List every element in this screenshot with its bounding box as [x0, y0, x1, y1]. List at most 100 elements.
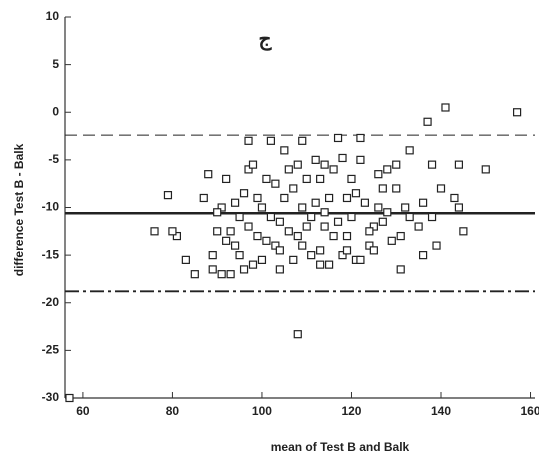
point [222, 174, 231, 184]
point [374, 203, 383, 212]
point [418, 198, 428, 207]
x-tick-label: 100 [252, 404, 272, 418]
point [168, 227, 177, 236]
y-tick-label: 0 [52, 104, 59, 118]
point [329, 231, 338, 241]
point [427, 212, 437, 222]
point [150, 227, 159, 236]
point [365, 241, 374, 250]
point [244, 136, 253, 145]
point [342, 193, 352, 203]
point [369, 222, 378, 231]
point [347, 212, 356, 222]
point [454, 160, 464, 169]
point [333, 133, 343, 143]
point [235, 251, 244, 260]
point [65, 393, 74, 403]
point [481, 165, 490, 174]
point [284, 227, 293, 236]
point [405, 212, 414, 222]
point [208, 265, 217, 274]
point [302, 222, 311, 231]
point [280, 146, 289, 155]
point [392, 160, 401, 169]
point [289, 184, 298, 193]
point [347, 174, 356, 184]
point [235, 212, 244, 222]
point [342, 231, 352, 241]
point [324, 260, 334, 269]
point [512, 108, 522, 117]
point [298, 136, 307, 145]
point [320, 222, 329, 231]
y-tick-label: -5 [48, 152, 59, 166]
point [280, 193, 289, 203]
point [329, 165, 338, 174]
point [356, 133, 365, 143]
point [427, 160, 437, 169]
point [271, 179, 280, 188]
point [369, 246, 378, 255]
point [374, 170, 383, 179]
point [316, 260, 325, 269]
point [418, 251, 428, 260]
point [436, 184, 446, 193]
y-tick-label: 5 [52, 57, 59, 71]
point [302, 174, 311, 184]
point [208, 251, 217, 260]
point [253, 231, 262, 241]
point [275, 265, 284, 274]
point [230, 241, 240, 250]
point [217, 203, 226, 212]
x-axis-label: mean of Test B and Balk [271, 440, 410, 454]
point [248, 160, 258, 169]
point [298, 241, 307, 250]
point [387, 236, 396, 245]
point [392, 184, 401, 193]
point [401, 203, 410, 212]
point [163, 191, 173, 200]
point [311, 198, 320, 207]
point [338, 251, 347, 260]
x-tick-label: 160 [521, 404, 539, 418]
point [257, 255, 267, 264]
point [342, 246, 352, 255]
point [244, 222, 253, 231]
point [204, 170, 213, 179]
y-tick-label: -30 [42, 390, 60, 404]
point [405, 146, 414, 155]
point [320, 160, 329, 169]
point [360, 198, 370, 207]
point [316, 246, 325, 255]
point [311, 155, 320, 164]
point [307, 251, 316, 260]
point [271, 241, 280, 250]
y-tick-label: -10 [42, 200, 60, 214]
point [316, 174, 325, 184]
point [244, 165, 253, 174]
point [396, 265, 405, 274]
point [423, 117, 432, 126]
point [320, 208, 329, 217]
point [226, 227, 235, 236]
point [338, 153, 347, 163]
point [324, 193, 334, 203]
point [365, 227, 374, 236]
y-tick-label: -20 [42, 295, 60, 309]
point [199, 193, 208, 203]
y-tick-label: 10 [46, 9, 60, 23]
point [432, 241, 441, 250]
point [284, 165, 293, 174]
point [266, 136, 276, 145]
point [248, 260, 258, 269]
point [356, 155, 365, 164]
point [262, 236, 271, 245]
point [383, 165, 392, 174]
point [172, 231, 182, 241]
point [257, 203, 267, 212]
point [378, 217, 387, 226]
point [293, 160, 302, 169]
point [275, 246, 284, 255]
point [190, 270, 199, 279]
